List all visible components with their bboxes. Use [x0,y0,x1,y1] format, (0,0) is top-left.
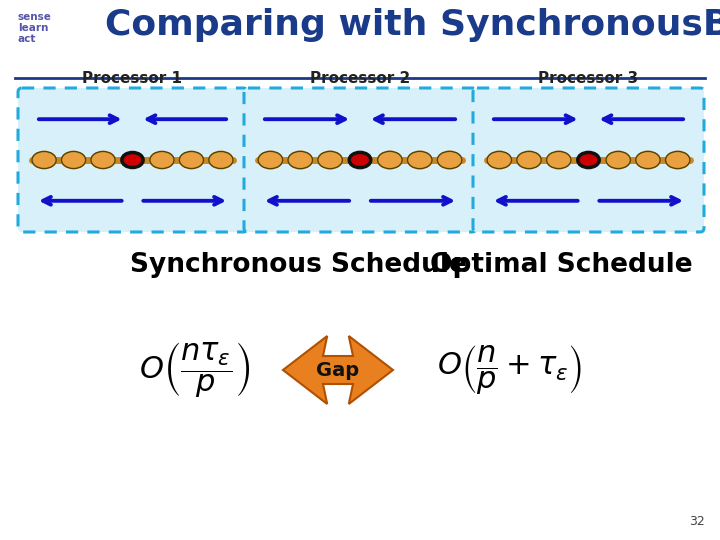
Text: Gap: Gap [316,361,359,380]
Ellipse shape [606,151,631,168]
Text: $O\left(\dfrac{n}{p} + \tau_\epsilon\right)$: $O\left(\dfrac{n}{p} + \tau_\epsilon\rig… [437,343,582,397]
Ellipse shape [91,151,115,168]
Ellipse shape [122,152,143,167]
Text: Comparing with SynchronousBP: Comparing with SynchronousBP [105,8,720,42]
Ellipse shape [150,151,174,168]
Text: Processor 3: Processor 3 [539,71,639,86]
Ellipse shape [32,151,56,168]
Ellipse shape [179,151,204,168]
Ellipse shape [318,151,343,168]
Text: Processor 2: Processor 2 [310,71,410,86]
Text: learn: learn [18,23,48,33]
Ellipse shape [209,151,233,168]
Ellipse shape [577,152,599,167]
FancyBboxPatch shape [473,88,704,232]
Ellipse shape [349,152,371,167]
Text: act: act [18,34,37,44]
Ellipse shape [408,151,432,168]
Text: Processor 1: Processor 1 [83,71,182,86]
FancyBboxPatch shape [244,88,476,232]
Polygon shape [283,336,393,404]
Ellipse shape [517,151,541,168]
Ellipse shape [546,151,571,168]
Ellipse shape [258,151,283,168]
Ellipse shape [61,151,86,168]
Text: 32: 32 [689,515,705,528]
Ellipse shape [437,151,462,168]
Ellipse shape [636,151,660,168]
Text: Optimal Schedule: Optimal Schedule [430,252,693,278]
Ellipse shape [377,151,402,168]
Ellipse shape [288,151,312,168]
Text: $O\left(\dfrac{n\tau_\epsilon}{p}\right)$: $O\left(\dfrac{n\tau_\epsilon}{p}\right)… [140,340,251,400]
Text: sense: sense [18,12,52,22]
Text: Synchronous Schedule: Synchronous Schedule [130,252,467,278]
Ellipse shape [487,151,511,168]
FancyBboxPatch shape [18,88,247,232]
Ellipse shape [665,151,690,168]
